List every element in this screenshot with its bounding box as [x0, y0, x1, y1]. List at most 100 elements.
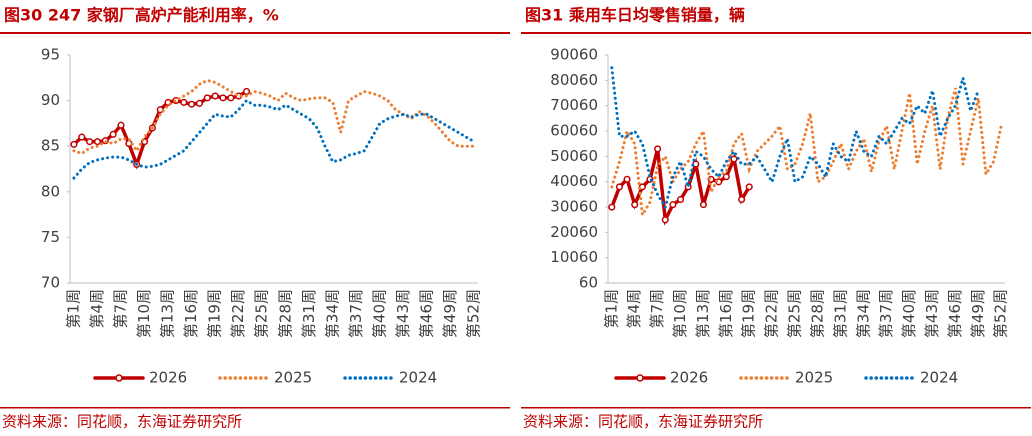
y-tick-label: 90 — [41, 91, 60, 109]
x-tick-label: 第13周 — [159, 289, 177, 338]
point-marker — [623, 175, 631, 183]
series-line — [72, 89, 249, 170]
x-tick-label: 第19周 — [206, 289, 224, 338]
y-tick-label: 10060 — [550, 248, 598, 266]
x-tick-label: 第16周 — [182, 289, 200, 338]
x-tick-label: 第37周 — [877, 289, 895, 338]
point-marker — [195, 99, 204, 107]
x-tick-label: 第22周 — [763, 289, 781, 338]
point-marker — [608, 203, 616, 211]
y-tick-label: 60060 — [550, 122, 598, 140]
x-tick-label: 第25周 — [786, 289, 804, 338]
x-tick-label: 第10周 — [671, 289, 689, 338]
point-marker — [211, 92, 219, 100]
point-marker — [93, 138, 102, 146]
x-tick-label: 第46周 — [946, 289, 964, 338]
source-note: 资料来源：同花顺，东海证券研究所 — [523, 413, 763, 431]
x-tick-label: 第37周 — [347, 289, 365, 338]
series-line — [72, 78, 476, 156]
point-marker — [722, 173, 730, 181]
y-tick-label: 70 — [41, 274, 60, 292]
x-tick-label: 第1周 — [602, 289, 620, 329]
point-marker — [227, 94, 235, 102]
legend-label: 2024 — [399, 369, 437, 387]
x-tick-label: 第49周 — [441, 289, 459, 338]
y-tick-label: 75 — [41, 228, 60, 246]
point-marker — [117, 121, 125, 129]
y-tick-label: 95 — [41, 46, 60, 64]
x-tick-label: 第46周 — [418, 289, 436, 338]
point-marker — [631, 201, 639, 209]
y-tick-label: 80 — [41, 182, 60, 200]
point-marker — [654, 145, 662, 153]
chart-title: 图31 乘用车日均零售销量，辆 — [525, 6, 745, 25]
x-tick-label: 第28周 — [808, 289, 826, 338]
x-tick-label: 第49周 — [969, 289, 987, 338]
x-tick-label: 第40周 — [900, 289, 918, 338]
point-marker — [78, 133, 86, 141]
x-tick-label: 第25周 — [253, 289, 271, 338]
x-tick-label: 第4周 — [88, 289, 106, 329]
point-marker — [70, 140, 78, 148]
y-tick-label: 70060 — [550, 96, 598, 114]
legend-label: 2024 — [920, 369, 958, 387]
x-tick-label: 第16周 — [717, 289, 735, 338]
legend-label: 2026 — [670, 369, 708, 387]
y-tick-label: 80060 — [550, 71, 598, 89]
point-marker — [188, 100, 196, 108]
point-marker — [615, 183, 624, 191]
y-tick-label: 50060 — [550, 147, 598, 165]
y-tick-label: 30060 — [550, 198, 598, 216]
point-marker — [661, 216, 669, 224]
x-tick-label: 第31周 — [831, 289, 849, 338]
point-marker — [109, 130, 117, 138]
y-tick-label: 20060 — [550, 223, 598, 241]
x-tick-label: 第40周 — [370, 289, 388, 338]
x-tick-label: 第1周 — [64, 289, 82, 329]
legend-label: 2026 — [149, 369, 187, 387]
x-tick-label: 第43周 — [923, 289, 941, 338]
point-marker — [203, 94, 211, 102]
x-tick-label: 第52周 — [465, 289, 483, 338]
title-rule — [0, 32, 510, 34]
x-tick-label: 第19周 — [740, 289, 758, 338]
point-marker — [730, 155, 738, 163]
point-marker — [676, 196, 685, 204]
y-tick-label: 40060 — [550, 172, 598, 190]
x-tick-label: 第34周 — [854, 289, 872, 338]
series-line — [610, 66, 980, 212]
footer-rule — [521, 407, 1031, 409]
y-tick-label: 90060 — [550, 46, 598, 64]
footer-rule — [0, 407, 510, 409]
point-marker — [180, 98, 188, 106]
chart-panel: 图30 247 家钢厂高炉产能利用率，% 资料来源：同花顺，东海证券研究所 70 75… — [0, 6, 510, 431]
legend-label: 2025 — [274, 369, 312, 387]
point-marker — [745, 183, 753, 191]
series-line — [72, 98, 476, 180]
point-marker — [219, 94, 227, 102]
x-tick-label: 第31周 — [300, 289, 318, 338]
legend-label: 2025 — [795, 369, 833, 387]
x-tick-label: 第7周 — [112, 289, 130, 329]
x-tick-label: 第28周 — [276, 289, 294, 338]
x-tick-label: 第34周 — [323, 289, 341, 338]
point-marker — [125, 139, 133, 148]
x-tick-label: 第13周 — [694, 289, 712, 338]
x-tick-label: 第52周 — [992, 289, 1010, 338]
title-rule — [521, 32, 1031, 34]
point-marker — [242, 87, 251, 96]
x-tick-label: 第22周 — [229, 289, 247, 338]
point-marker — [669, 201, 677, 209]
legend-marker — [115, 374, 123, 382]
y-tick-label: 85 — [41, 137, 60, 155]
point-marker — [738, 196, 746, 204]
series-line — [610, 87, 1003, 220]
x-tick-label: 第10周 — [135, 289, 153, 338]
chart-title: 图30 247 家钢厂高炉产能利用率，% — [4, 6, 279, 25]
point-marker — [86, 138, 94, 146]
y-tick-label: 60 — [579, 274, 598, 292]
x-tick-label: 第4周 — [625, 289, 643, 329]
point-marker — [699, 201, 707, 209]
